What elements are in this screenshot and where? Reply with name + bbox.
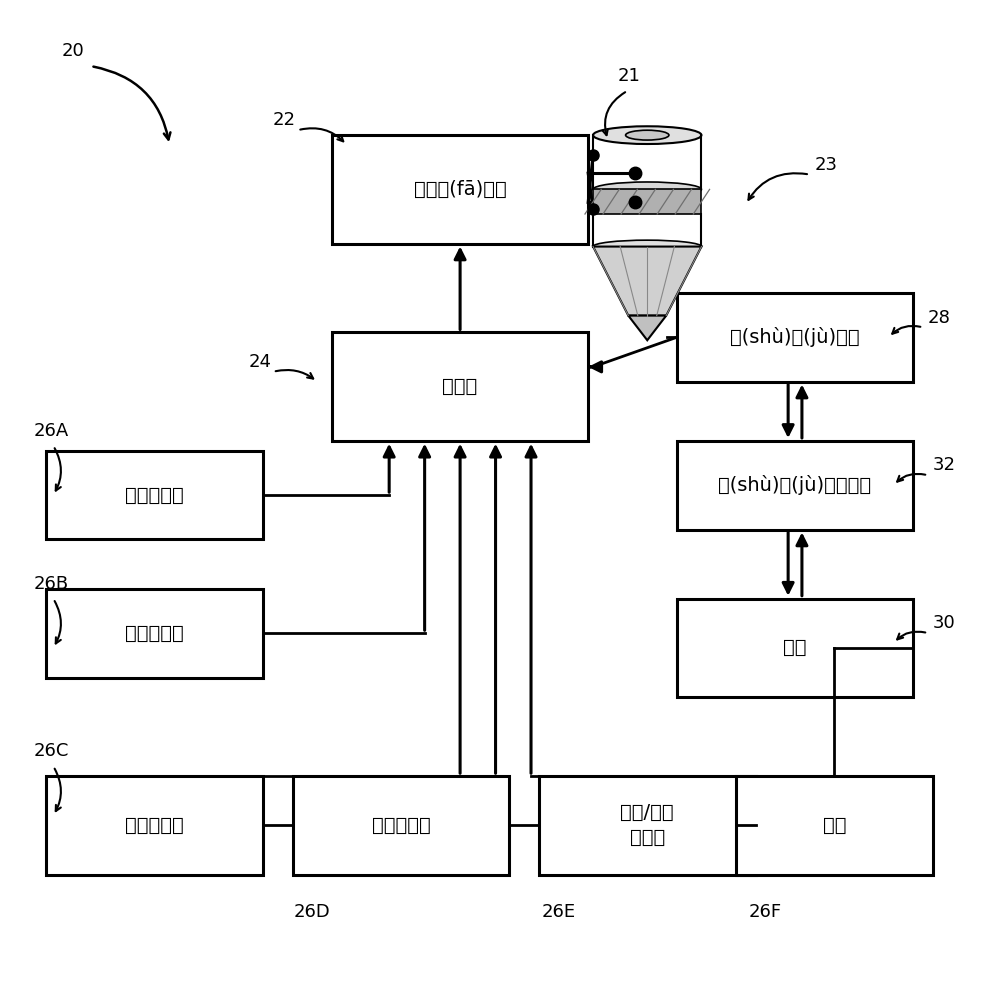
Ellipse shape — [593, 126, 701, 144]
Text: 壓力傳感器: 壓力傳感器 — [125, 816, 184, 835]
Text: 溫度傳感器: 溫度傳感器 — [372, 816, 431, 835]
Bar — [332, 135, 588, 244]
Bar — [46, 451, 263, 539]
Text: 沖擊/振動
傳感器: 沖擊/振動 傳感器 — [620, 803, 674, 847]
FancyArrowPatch shape — [276, 370, 314, 379]
Text: 傾斜傳感器: 傾斜傳感器 — [125, 486, 184, 505]
FancyArrowPatch shape — [55, 601, 61, 643]
Bar — [736, 776, 933, 875]
FancyArrowPatch shape — [301, 128, 344, 141]
Text: 遙測發(fā)送器: 遙測發(fā)送器 — [414, 180, 506, 199]
Text: 26F: 26F — [749, 903, 782, 921]
FancyArrowPatch shape — [748, 173, 807, 200]
Text: 32: 32 — [933, 456, 956, 474]
Text: 22: 22 — [273, 111, 296, 129]
Bar — [538, 776, 755, 875]
Bar — [676, 293, 913, 382]
Bar — [332, 332, 588, 441]
Text: 26D: 26D — [294, 903, 331, 921]
Text: 23: 23 — [815, 156, 838, 174]
Text: 20: 20 — [61, 42, 84, 60]
Text: 其他: 其他 — [823, 816, 846, 835]
Text: 26B: 26B — [34, 575, 69, 593]
FancyArrowPatch shape — [55, 769, 61, 811]
Text: 28: 28 — [928, 309, 951, 327]
Text: 工具: 工具 — [783, 638, 807, 657]
Ellipse shape — [593, 240, 701, 253]
Polygon shape — [628, 316, 666, 340]
FancyArrowPatch shape — [897, 632, 925, 639]
Text: 控制器: 控制器 — [443, 377, 478, 396]
FancyArrowPatch shape — [55, 448, 61, 491]
Text: 21: 21 — [617, 67, 640, 85]
FancyArrowPatch shape — [602, 92, 625, 135]
Text: 26A: 26A — [34, 422, 69, 440]
FancyArrowPatch shape — [94, 67, 171, 140]
Bar — [593, 189, 701, 214]
Text: 24: 24 — [249, 353, 272, 371]
Text: 30: 30 — [933, 614, 956, 632]
Polygon shape — [593, 247, 701, 316]
Text: 26C: 26C — [34, 742, 69, 760]
Text: 26E: 26E — [541, 903, 575, 921]
Text: 數(shù)據(jù)接口: 數(shù)據(jù)接口 — [730, 327, 860, 347]
Bar — [676, 599, 913, 697]
FancyArrowPatch shape — [892, 326, 920, 334]
FancyArrowPatch shape — [897, 474, 925, 482]
Bar — [46, 776, 263, 875]
Bar — [293, 776, 509, 875]
Text: 數(shù)據(jù)通信接口: 數(shù)據(jù)通信接口 — [718, 475, 871, 495]
Bar — [46, 589, 263, 678]
Bar — [676, 441, 913, 530]
Ellipse shape — [593, 182, 701, 197]
Text: 方向傳感器: 方向傳感器 — [125, 624, 184, 643]
Ellipse shape — [625, 130, 669, 140]
